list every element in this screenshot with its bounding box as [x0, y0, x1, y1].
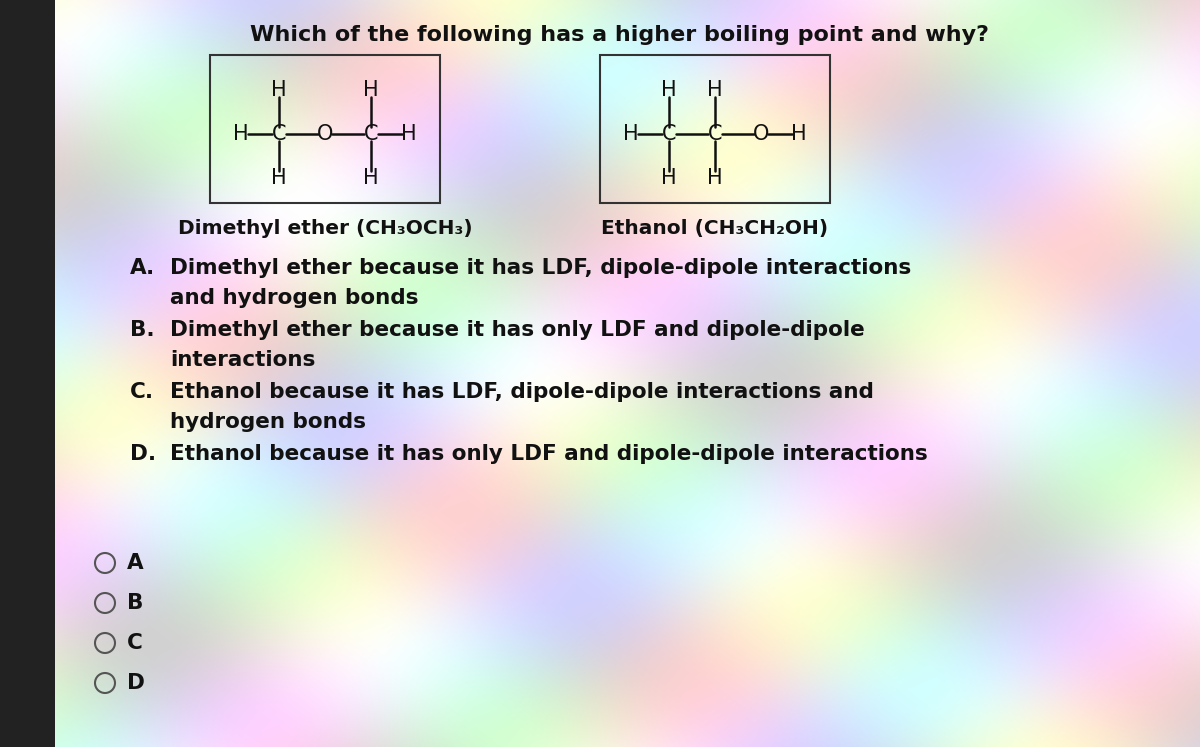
- Text: Dimethyl ether (CH₃OCH₃): Dimethyl ether (CH₃OCH₃): [178, 219, 473, 238]
- Text: C.: C.: [130, 382, 154, 402]
- Text: Dimethyl ether because it has LDF, dipole-dipole interactions: Dimethyl ether because it has LDF, dipol…: [170, 258, 911, 278]
- Text: H: H: [623, 124, 638, 144]
- Text: H: H: [661, 80, 677, 100]
- Text: interactions: interactions: [170, 350, 316, 370]
- Text: A.: A.: [130, 258, 155, 278]
- Text: H: H: [364, 168, 379, 188]
- Text: Ethanol because it has LDF, dipole-dipole interactions and: Ethanol because it has LDF, dipole-dipol…: [170, 382, 874, 402]
- Text: H: H: [401, 124, 416, 144]
- Text: D: D: [127, 673, 145, 693]
- Text: A: A: [127, 553, 144, 573]
- Text: H: H: [271, 80, 287, 100]
- Text: hydrogen bonds: hydrogen bonds: [170, 412, 366, 432]
- Text: O: O: [317, 124, 334, 144]
- Text: H: H: [271, 168, 287, 188]
- Text: C: C: [364, 124, 378, 144]
- Text: Dimethyl ether because it has only LDF and dipole-dipole: Dimethyl ether because it has only LDF a…: [170, 320, 865, 340]
- Text: B: B: [127, 593, 143, 613]
- Text: H: H: [791, 124, 806, 144]
- Text: Which of the following has a higher boiling point and why?: Which of the following has a higher boil…: [251, 25, 990, 45]
- Text: H: H: [661, 168, 677, 188]
- Text: Ethanol because it has only LDF and dipole-dipole interactions: Ethanol because it has only LDF and dipo…: [170, 444, 928, 464]
- Text: D.: D.: [130, 444, 156, 464]
- Text: O: O: [752, 124, 769, 144]
- Text: H: H: [233, 124, 248, 144]
- Text: B.: B.: [130, 320, 155, 340]
- Text: and hydrogen bonds: and hydrogen bonds: [170, 288, 419, 308]
- Text: C: C: [127, 633, 143, 653]
- FancyBboxPatch shape: [0, 0, 55, 747]
- Text: C: C: [708, 124, 722, 144]
- Text: C: C: [271, 124, 287, 144]
- Text: H: H: [707, 168, 722, 188]
- Text: C: C: [661, 124, 677, 144]
- Text: H: H: [707, 80, 722, 100]
- Text: H: H: [364, 80, 379, 100]
- Text: Ethanol (CH₃CH₂OH): Ethanol (CH₃CH₂OH): [601, 219, 828, 238]
